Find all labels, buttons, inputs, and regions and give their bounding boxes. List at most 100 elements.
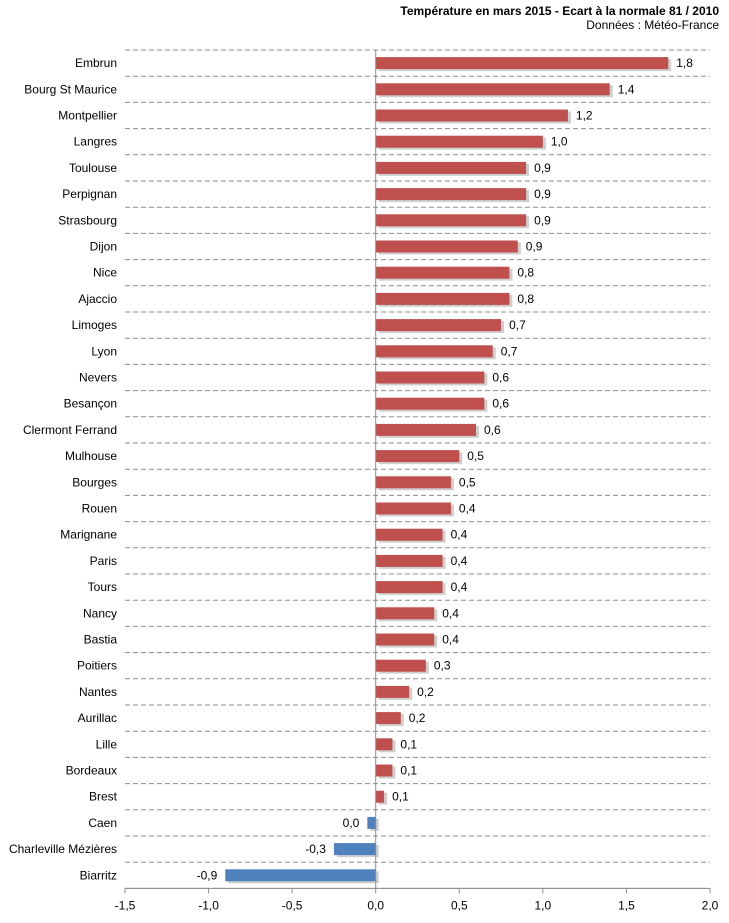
bar [375,685,410,698]
category-label: Bastia [84,633,118,647]
category-label: Tours [88,580,117,594]
value-label: 0,4 [451,580,468,594]
category-label: Ajaccio [78,292,117,306]
value-label: 0,6 [492,397,509,411]
value-label: 0,6 [492,371,509,385]
bar [375,633,435,646]
bar [375,502,451,515]
value-label: 0,2 [409,711,426,725]
bar [333,843,376,856]
value-label: 1,2 [576,109,593,123]
value-label: 0,9 [526,240,543,254]
category-label: Bordeaux [66,764,117,778]
value-label: 0,5 [459,475,476,489]
category-label: Mulhouse [65,449,117,463]
category-label: Nancy [83,606,117,620]
x-tick-label: 1,0 [535,898,552,912]
value-label: 0,1 [400,737,417,751]
category-label: Paris [90,554,117,568]
value-label: 0,1 [400,764,417,778]
bar [375,712,401,725]
value-label: 0,7 [509,318,526,332]
category-label: Marignane [60,528,117,542]
x-tick-label: -0,5 [282,898,303,912]
bar [375,109,568,122]
bar [375,57,669,70]
bar [375,345,493,358]
bar [375,554,443,567]
category-label: Strasbourg [58,213,117,227]
value-label: 0,2 [417,685,434,699]
x-tick-label: -1,0 [198,898,219,912]
category-label: Clermont Ferrand [23,423,117,437]
value-label: 0,4 [451,528,468,542]
bar [375,423,476,436]
bar [375,319,502,332]
value-label: 1,8 [676,56,693,70]
category-label: Dijon [90,240,117,254]
category-label: Aurillac [78,711,117,725]
chart-title: Température en mars 2015 - Ecart à la no… [400,4,719,18]
x-tick-label: 1,5 [618,898,635,912]
value-label: 0,8 [517,266,534,280]
bar [375,607,435,620]
value-label: 0,7 [501,344,518,358]
value-label: 0,3 [434,659,451,673]
category-label: Poitiers [77,659,117,673]
category-label: Brest [89,790,118,804]
category-label: Embrun [75,56,117,70]
category-label: Rouen [82,502,117,516]
bar [375,528,443,541]
bar [375,581,443,594]
bar [375,266,510,279]
bar [225,869,376,882]
value-label: 0,9 [534,161,551,175]
category-label: Lille [96,737,118,751]
category-label: Montpellier [58,109,117,123]
category-label: Caen [88,816,117,830]
bar [375,397,485,410]
category-label: Nice [93,266,117,280]
value-label: 0,4 [451,554,468,568]
bar [375,371,485,384]
bar [375,292,510,305]
value-label: -0,3 [305,842,326,856]
value-label: 0,4 [442,633,459,647]
value-label: 0,6 [484,423,501,437]
category-label: Nantes [79,685,117,699]
value-label: 1,4 [618,82,635,96]
value-label: -0,9 [197,868,218,882]
value-label: 0,9 [534,187,551,201]
category-label: Besançon [64,397,117,411]
bar [375,659,426,672]
value-label: 0,4 [442,606,459,620]
category-label: Langres [74,135,117,149]
value-label: 0,0 [343,816,360,830]
value-label: 0,4 [459,502,476,516]
bar [375,214,527,227]
category-label: Bourg St Maurice [24,82,117,96]
x-tick-label: 0,0 [367,898,384,912]
bar [375,240,518,253]
bar [375,135,543,148]
value-label: 0,8 [517,292,534,306]
category-label: Biarritz [80,868,117,882]
category-label: Nevers [79,371,117,385]
chart-subtitle: Données : Météo-France [586,18,719,32]
bar [375,764,393,777]
value-label: 0,5 [467,449,484,463]
x-tick-label: 0,5 [451,898,468,912]
bar [375,738,393,751]
category-label: Perpignan [62,187,117,201]
bar [375,450,460,463]
category-label: Toulouse [69,161,117,175]
category-label: Lyon [91,344,117,358]
category-label: Limoges [72,318,117,332]
category-label: Charleville Mézières [9,842,117,856]
x-tick-label: -1,5 [115,898,136,912]
category-label: Bourges [72,475,117,489]
value-label: 0,1 [392,790,409,804]
bar [375,161,527,174]
bar [375,83,610,96]
